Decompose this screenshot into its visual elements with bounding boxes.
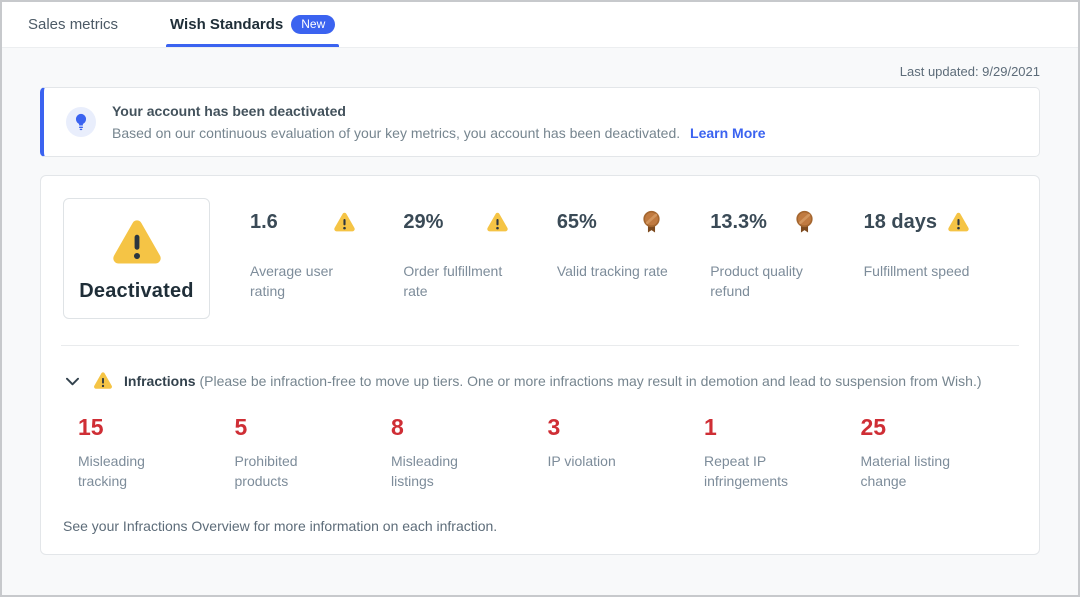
- tab-wish-standards[interactable]: Wish Standards New: [166, 2, 340, 47]
- tab-label: Wish Standards: [170, 16, 284, 33]
- metric-product-quality-refund: 13.3% Product quality refund: [710, 210, 863, 302]
- metric-value: 65%: [556, 211, 597, 233]
- metric-label: Valid tracking rate: [556, 263, 668, 279]
- warning-icon: [108, 214, 166, 272]
- bronze-medal-icon: [639, 210, 664, 235]
- infraction-count: 5: [234, 414, 248, 440]
- metric-label: Product quality refund: [710, 263, 803, 300]
- infraction-label: Repeat IP infringements: [704, 453, 789, 490]
- learn-more-link[interactable]: Learn More: [690, 125, 766, 141]
- infraction-material-listing-change: 25 Material listing change: [861, 414, 1018, 492]
- infraction-count: 3: [547, 414, 561, 440]
- metric-fulfillment-speed: 18 days Fulfillment speed: [864, 210, 1017, 302]
- warning-icon: [92, 370, 114, 392]
- infractions-footer-note: See your Infractions Overview for more i…: [63, 517, 498, 534]
- infraction-label: Prohibited products: [234, 453, 298, 490]
- deactivation-alert: Your account has been deactivated Based …: [40, 87, 1040, 157]
- metrics-row: Deactivated 1.6 Average user rating: [63, 198, 1017, 319]
- infraction-repeat-ip-infringements: 1 Repeat IP infringements: [704, 414, 861, 492]
- infraction-count: 1: [704, 414, 717, 440]
- infractions-title-line: Infractions (Please be infraction-free t…: [124, 373, 982, 389]
- metric-label: Fulfillment speed: [863, 263, 970, 279]
- metric-order-fulfillment-rate: 29% Order fulfillment rate: [403, 210, 556, 302]
- metric-label: Average user rating: [250, 263, 334, 300]
- lightbulb-icon: [66, 107, 96, 137]
- metric-value: 18 days: [863, 211, 938, 233]
- infractions-header: Infractions (Please be infraction-free t…: [63, 370, 1017, 392]
- infraction-count: 25: [860, 414, 887, 440]
- infraction-misleading-listings: 8 Misleading listings: [391, 414, 548, 492]
- tab-label: Sales metrics: [28, 16, 119, 33]
- metric-label: Order fulfillment rate: [403, 263, 503, 300]
- infraction-misleading-tracking: 15 Misleading tracking: [78, 414, 235, 492]
- infraction-label: Misleading tracking: [78, 453, 145, 490]
- infraction-label: Misleading listings: [391, 453, 458, 490]
- infraction-label: IP violation: [547, 453, 616, 469]
- infractions-note: (Please be infraction-free to move up ti…: [199, 373, 982, 389]
- metric-value: 13.3%: [710, 211, 767, 233]
- metric-value: 29%: [403, 211, 444, 233]
- alert-title: Your account has been deactivated: [112, 103, 346, 119]
- warning-icon: [946, 210, 971, 235]
- alert-description-text: Based on our continuous evaluation of yo…: [112, 125, 681, 141]
- chevron-down-icon[interactable]: [63, 372, 82, 391]
- tab-bar: Sales metrics Wish Standards New: [2, 2, 1078, 48]
- alert-description: Based on our continuous evaluation of yo…: [112, 125, 766, 141]
- infractions-grid: 15 Misleading tracking 5 Prohibited prod…: [63, 414, 1017, 492]
- metric-valid-tracking-rate: 65% Valid tracking rate: [557, 210, 710, 302]
- metric-average-user-rating: 1.6 Average user rating: [250, 210, 403, 302]
- tier-label: Deactivated: [79, 280, 194, 302]
- warning-icon: [485, 210, 510, 235]
- section-divider: [61, 345, 1019, 346]
- infraction-ip-violation: 3 IP violation: [548, 414, 705, 492]
- metric-columns: 1.6 Average user rating 29%: [250, 198, 1017, 302]
- last-updated-text: Last updated: 9/29/2021: [899, 64, 1040, 79]
- alert-body: Your account has been deactivated Based …: [112, 103, 766, 141]
- infraction-count: 15: [78, 414, 104, 440]
- page-content: Last updated: 9/29/2021 Your account has…: [2, 64, 1078, 555]
- wish-standards-card: Deactivated 1.6 Average user rating: [40, 175, 1040, 555]
- infractions-title: Infractions: [124, 373, 196, 389]
- warning-icon: [332, 210, 357, 235]
- bronze-medal-icon: [792, 210, 817, 235]
- infraction-count: 8: [391, 414, 404, 440]
- metric-value: 1.6: [250, 211, 278, 233]
- infraction-prohibited-products: 5 Prohibited products: [235, 414, 392, 492]
- tab-sales-metrics[interactable]: Sales metrics: [24, 2, 122, 47]
- new-badge: New: [291, 15, 336, 34]
- tier-badge: Deactivated: [63, 198, 210, 319]
- infraction-label: Material listing change: [860, 453, 950, 490]
